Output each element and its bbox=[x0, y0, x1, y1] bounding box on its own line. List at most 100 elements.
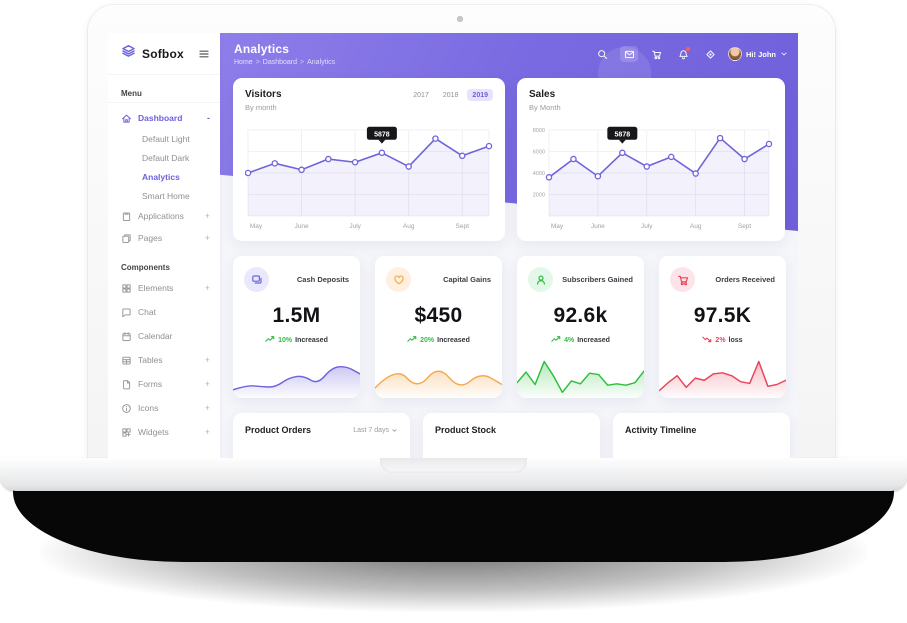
avatar bbox=[728, 47, 742, 61]
user-menu[interactable]: Hi! John bbox=[728, 47, 788, 61]
components-section-label: Components bbox=[121, 263, 170, 272]
sidebar-item-label: Smart Home bbox=[142, 190, 190, 201]
top-header: Analytics Home > Dashboard > Analytics Hi! J… bbox=[220, 33, 798, 75]
year-tab-2019[interactable]: 2019 bbox=[467, 89, 493, 101]
components-list: Elements + Chat Calendar Tables + Forms + Icons +… bbox=[108, 276, 220, 444]
stat-card-cash-deposits: Cash Deposits 1.5M 10% Increased bbox=[233, 256, 360, 398]
screen: Analytics Home > Dashboard > Analytics Hi! J… bbox=[108, 33, 798, 458]
stat-value: 97.5K bbox=[693, 304, 752, 327]
sidebar-item-elements[interactable]: Elements + bbox=[108, 276, 220, 300]
sidebar-item-chat[interactable]: Chat bbox=[108, 300, 220, 324]
cart-icon bbox=[677, 275, 688, 285]
svg-text:2000: 2000 bbox=[533, 193, 545, 199]
sidebar-item-smart-home[interactable]: Smart Home bbox=[108, 186, 220, 205]
chart-card-titles: Sales By Month bbox=[529, 89, 561, 112]
cart-button[interactable] bbox=[647, 46, 665, 62]
year-tab-2017[interactable]: 2017 bbox=[413, 91, 429, 99]
crosshair-icon bbox=[705, 49, 715, 59]
line-chart-visitors: May June July Aug Sept 5878 bbox=[245, 126, 493, 230]
sidebar-item-calendar[interactable]: Calendar bbox=[108, 324, 220, 348]
sidebar-item-default-dark[interactable]: Default Dark bbox=[108, 148, 220, 167]
sidebar-item-widgets[interactable]: Widgets + bbox=[108, 420, 220, 444]
stat-title: Cash Deposits bbox=[296, 275, 349, 284]
trend-percent: 20% bbox=[420, 336, 435, 344]
chart-card-titles: Visitors By month bbox=[245, 89, 282, 112]
expand-plus-icon[interactable]: + bbox=[204, 379, 210, 389]
sidebar-item-label: Analytics bbox=[142, 171, 180, 182]
svg-text:5878: 5878 bbox=[615, 131, 631, 138]
logo-bar: Sofbox bbox=[108, 33, 220, 75]
chart-card-header: Visitors By month 2017 2018 2019 bbox=[245, 89, 493, 112]
svg-text:June: June bbox=[591, 223, 605, 230]
expand-plus-icon[interactable]: + bbox=[204, 355, 210, 365]
expand-plus-icon[interactable]: + bbox=[204, 211, 210, 221]
sidebar-item-label: Elements bbox=[138, 283, 174, 293]
sidebar-item-applications[interactable]: Applications + bbox=[108, 205, 220, 227]
svg-text:5878: 5878 bbox=[374, 131, 390, 138]
expand-plus-icon[interactable]: + bbox=[204, 283, 210, 293]
bottom-card-title: Product Orders bbox=[245, 425, 312, 435]
svg-text:June: June bbox=[295, 223, 309, 230]
sidebar-item-dashboard[interactable]: Dashboard - bbox=[108, 107, 220, 129]
bell-button[interactable] bbox=[674, 46, 692, 62]
breadcrumb-home[interactable]: Home bbox=[234, 59, 253, 66]
chart-tooltip: 5878 bbox=[607, 126, 638, 144]
search-button[interactable] bbox=[593, 46, 611, 62]
sidebar-item-label: Default Light bbox=[142, 133, 190, 144]
year-tab-2018[interactable]: 2018 bbox=[442, 91, 459, 99]
stat-trend: 4% Increased bbox=[517, 335, 644, 345]
sidebar-item-default-light[interactable]: Default Light bbox=[108, 129, 220, 148]
trend-label: Increased bbox=[295, 336, 328, 344]
svg-text:Sept: Sept bbox=[456, 223, 470, 230]
grid-icon bbox=[122, 283, 131, 293]
message-icon bbox=[251, 274, 262, 284]
sidebar-item-label: Forms bbox=[138, 379, 163, 389]
sidebar-item-icons[interactable]: Icons + bbox=[108, 396, 220, 420]
hamburger-menu-button[interactable] bbox=[198, 48, 210, 60]
user-greeting: Hi! John bbox=[746, 49, 776, 59]
svg-text:May: May bbox=[250, 223, 263, 230]
expand-plus-icon[interactable]: + bbox=[204, 403, 210, 413]
sidebar-item-analytics[interactable]: Analytics bbox=[108, 167, 220, 186]
sidebar-item-label: Tables bbox=[138, 355, 163, 365]
sidebar-item-label: Default Dark bbox=[142, 152, 190, 163]
mail-button[interactable] bbox=[620, 46, 638, 62]
bottom-card-header: Product Stock bbox=[435, 425, 588, 435]
header-titles: Analytics Home > Dashboard > Analytics bbox=[234, 42, 338, 66]
expand-plus-icon[interactable]: + bbox=[204, 427, 210, 437]
date-range-dropdown[interactable]: Last 7 days bbox=[353, 427, 398, 434]
sidebar-item-forms[interactable]: Forms + bbox=[108, 372, 220, 396]
chat-icon bbox=[122, 308, 131, 317]
trend-percent: 4% bbox=[564, 336, 575, 344]
sidebar-item-label: Calendar bbox=[138, 331, 173, 341]
svg-text:Aug: Aug bbox=[403, 223, 415, 230]
user-icon bbox=[536, 274, 545, 285]
stat-title: Capital Gains bbox=[443, 275, 491, 284]
collapse-minus-icon[interactable]: - bbox=[207, 113, 210, 123]
stat-icon-circle bbox=[670, 267, 695, 292]
trend-up-icon bbox=[265, 336, 275, 342]
notification-dot bbox=[686, 47, 690, 51]
breadcrumb-analytics: Analytics bbox=[307, 59, 336, 66]
year-tabs: 2017 2018 2019 bbox=[408, 89, 493, 101]
crosshair-button[interactable] bbox=[701, 46, 719, 62]
laptop-deck-notch bbox=[380, 458, 527, 473]
bell-icon bbox=[678, 49, 688, 59]
stat-card-orders-received: Orders Received 97.5K 2% loss bbox=[659, 256, 786, 398]
bottom-card-header: Product Orders Last 7 days bbox=[245, 425, 398, 435]
trend-up-icon bbox=[407, 336, 417, 342]
card-activity-timeline: Activity Timeline bbox=[613, 413, 790, 458]
expand-plus-icon[interactable]: + bbox=[204, 233, 210, 243]
sidebar-item-tables[interactable]: Tables + bbox=[108, 348, 220, 372]
svg-text:6000: 6000 bbox=[533, 150, 545, 156]
breadcrumb-dashboard[interactable]: Dashboard bbox=[262, 59, 298, 66]
chart-subtitle: By Month bbox=[529, 103, 561, 112]
menu-list: Dashboard - Default Light Default Dark Analy… bbox=[108, 102, 220, 249]
visitors-chart-card: Visitors By month 2017 2018 2019 May June Jul… bbox=[233, 78, 505, 241]
sidebar-item-label: Widgets bbox=[138, 427, 169, 437]
stat-card-subscribers-gained: Subscribers Gained 92.6k 4% Increased bbox=[517, 256, 644, 398]
sidebar-item-pages[interactable]: Pages + bbox=[108, 227, 220, 249]
file-icon bbox=[123, 379, 131, 389]
svg-text:Sept: Sept bbox=[738, 223, 752, 230]
sidebar-item-label: Dashboard bbox=[138, 113, 183, 123]
